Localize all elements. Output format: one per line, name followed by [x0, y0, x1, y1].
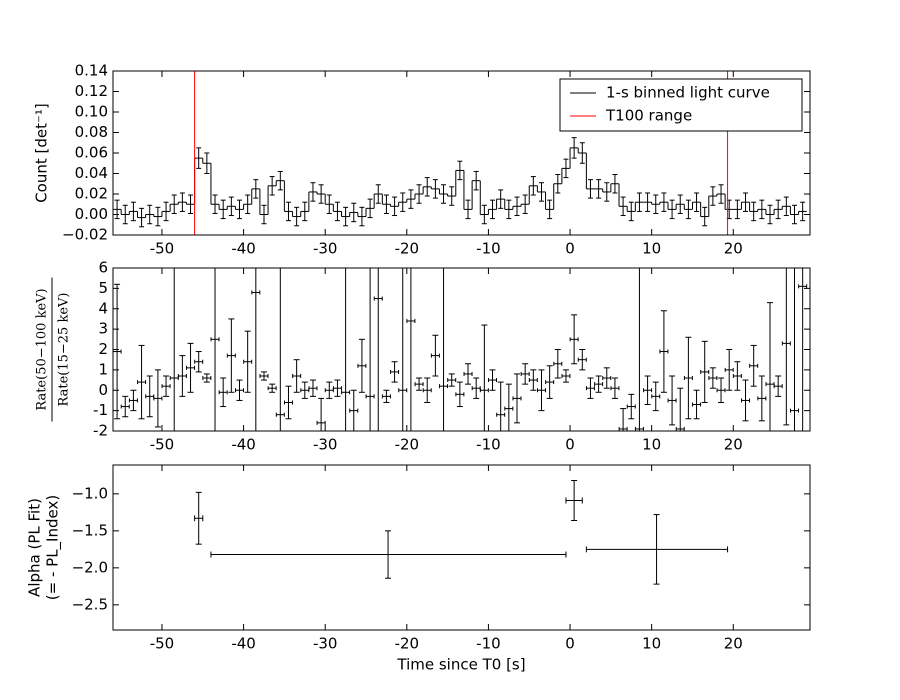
x-tick-label: 10 — [642, 436, 661, 454]
x-tick-label: -20 — [395, 240, 420, 258]
y-tick-label: 0.14 — [75, 62, 108, 80]
plot-frame — [112, 464, 811, 631]
y-tick-label: 0.06 — [75, 144, 108, 162]
y-tick-label: 2 — [98, 340, 108, 358]
x-tick-label: 20 — [724, 436, 743, 454]
y-tick-label: -1 — [93, 401, 108, 419]
x-tick-label: -40 — [231, 240, 256, 258]
y-tick-label: 0.02 — [75, 185, 108, 203]
y-tick-label: −0.02 — [62, 226, 108, 244]
x-tick-label: -10 — [476, 635, 501, 653]
y-tick-label: −2.5 — [72, 595, 108, 613]
y-tick-label: 0.10 — [75, 103, 108, 121]
x-tick-label: -40 — [231, 635, 256, 653]
x-tick-label: -50 — [150, 240, 175, 258]
y-axis-label: Rate(15−25 keV) — [57, 293, 72, 407]
x-tick-label: 10 — [642, 240, 661, 258]
plot-frame — [112, 70, 811, 236]
y-tick-label: 0.00 — [75, 205, 108, 223]
x-tick-label: -30 — [313, 240, 338, 258]
y-tick-label: 3 — [98, 320, 108, 338]
legend-label: 1-s binned light curve — [606, 84, 770, 102]
y-tick-label: 0.04 — [75, 164, 108, 182]
y-tick-label: -2 — [93, 422, 108, 440]
y-tick-label: 1 — [98, 360, 108, 378]
x-tick-label: 20 — [724, 240, 743, 258]
x-tick-label: 0 — [565, 240, 575, 258]
plot-area — [113, 71, 807, 235]
x-tick-label: 10 — [642, 635, 661, 653]
plot-area — [194, 480, 729, 585]
y-tick-label: 0 — [98, 381, 108, 399]
x-tick-label: -40 — [231, 436, 256, 454]
x-tick-label: -20 — [395, 635, 420, 653]
legend-box — [559, 78, 803, 132]
y-tick-label: 4 — [98, 299, 108, 317]
x-tick-label: -10 — [476, 240, 501, 258]
y-tick-label: −1.5 — [72, 521, 108, 539]
x-tick-label: -30 — [313, 436, 338, 454]
x-tick-label: -20 — [395, 436, 420, 454]
plot-frame — [112, 267, 811, 432]
y-tick-label: −1.0 — [72, 484, 108, 502]
y-tick-label: 5 — [98, 279, 108, 297]
y-tick-label: 0.08 — [75, 123, 108, 141]
x-tick-label: 0 — [565, 436, 575, 454]
x-tick-label: -50 — [150, 635, 175, 653]
y-tick-label: 0.12 — [75, 82, 108, 100]
legend-label: T100 range — [605, 107, 692, 125]
y-axis-label: Alpha (PL Fit) — [26, 498, 44, 597]
x-tick-label: 0 — [565, 635, 575, 653]
plot-area — [113, 268, 808, 431]
x-tick-label: -10 — [476, 436, 501, 454]
y-axis-label: Count [det⁻¹] — [33, 103, 51, 203]
y-tick-label: −2.0 — [72, 558, 108, 576]
x-axis-label: Time since T0 [s] — [396, 656, 525, 674]
y-axis-label: (= - PL_Index) — [44, 495, 63, 600]
x-tick-label: -30 — [313, 635, 338, 653]
y-tick-label: 6 — [98, 259, 108, 277]
y-axis-label: Rate(50−100 keV) — [35, 288, 50, 410]
x-tick-label: -50 — [150, 436, 175, 454]
x-tick-label: 20 — [724, 635, 743, 653]
